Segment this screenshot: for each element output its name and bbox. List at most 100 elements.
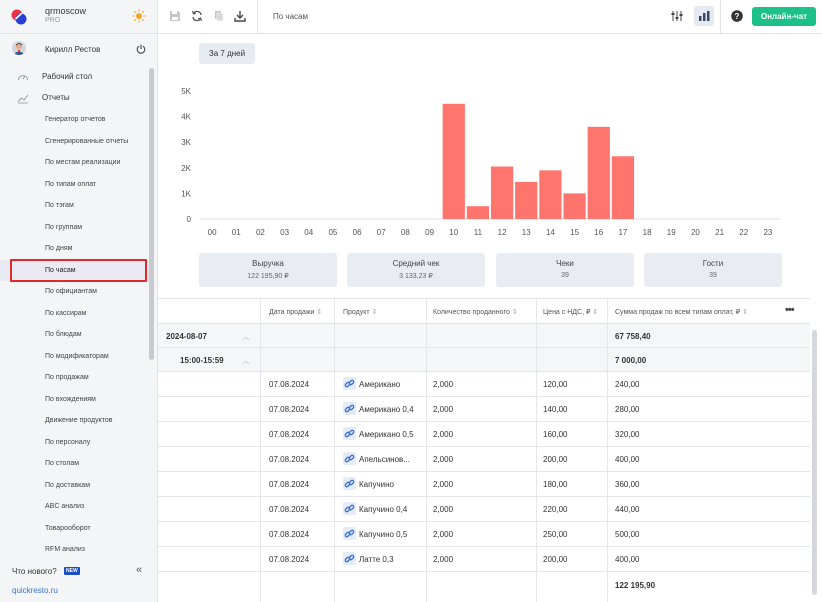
cell-product[interactable]: Американо 0,4	[359, 405, 414, 414]
table-row[interactable]: 07.08.2024 Капучино 0,5 2,000 250,00 500,00	[158, 522, 810, 547]
link-icon[interactable]	[343, 377, 356, 390]
subnav-item[interactable]: По продажам	[0, 367, 150, 389]
nav-desktop[interactable]: Рабочий стол	[0, 68, 150, 86]
bar-hour-10[interactable]	[442, 103, 465, 219]
chevron-up-icon[interactable]: ︿	[242, 356, 250, 365]
link-icon[interactable]	[343, 502, 356, 515]
cell-product[interactable]: Американо	[359, 380, 401, 389]
trend-chart-icon	[17, 94, 29, 104]
table-row[interactable]: 07.08.2024 Американо 2,000 120,00 240,00	[158, 372, 810, 397]
cell-product[interactable]: Капучино	[359, 480, 394, 489]
org-header[interactable]: qrmoscow PRO	[0, 0, 158, 34]
save-icon[interactable]	[169, 10, 181, 22]
stat-checks: Чеки 39	[496, 253, 634, 287]
bar-hour-15[interactable]	[563, 193, 586, 219]
subnav-item-label: RFM анализ	[45, 546, 85, 553]
cell-quantity: 2,000	[433, 530, 454, 539]
chevron-up-icon[interactable]: ︿	[242, 332, 250, 341]
table-row[interactable]: 07.08.2024 Апельсинов... 2,000 200,00 400,00	[158, 447, 810, 472]
theme-sun-icon[interactable]	[132, 9, 146, 23]
column-divider	[536, 298, 537, 602]
table-row[interactable]: 07.08.2024 Американо 0,5 2,000 160,00 320,00	[158, 422, 810, 447]
filter-sliders-icon[interactable]	[671, 10, 683, 22]
bar-hour-11[interactable]	[466, 206, 490, 219]
column-header-date[interactable]: Дата продажи ⇕	[269, 308, 322, 316]
subnav-item[interactable]: По группам	[0, 217, 150, 239]
period-selector-button[interactable]: За 7 дней	[199, 43, 255, 64]
subnav-item[interactable]: По блюдам	[0, 324, 150, 346]
link-icon[interactable]	[343, 427, 356, 440]
link-icon[interactable]	[343, 452, 356, 465]
collapse-sidebar-icon[interactable]: «	[136, 564, 143, 576]
cell-product[interactable]: Капучино 0,5	[359, 530, 408, 539]
subnav-item[interactable]: По кассирам	[0, 303, 150, 325]
download-icon[interactable]	[234, 10, 246, 22]
subnav-item[interactable]: По столам	[0, 453, 150, 475]
subnav-item[interactable]: Движение продуктов	[0, 410, 150, 432]
subnav-item[interactable]: ABC анализ	[0, 496, 150, 518]
bar-hour-13[interactable]	[515, 181, 538, 219]
site-link[interactable]: quickresto.ru	[12, 586, 58, 595]
subnav-item[interactable]: По модификаторам	[0, 346, 150, 368]
org-logo-icon	[11, 9, 27, 25]
table-scrollbar[interactable]	[812, 330, 817, 595]
column-header-quantity[interactable]: Количество проданного ⇕	[433, 308, 518, 316]
cell-product[interactable]: Апельсинов...	[359, 455, 410, 464]
stat-value: 3 133,23 ₽	[399, 273, 433, 280]
subnav-item[interactable]: Товарооборот	[0, 518, 150, 540]
subnav-item[interactable]: По доставкам	[0, 475, 150, 497]
subnav-item-label: По часам	[45, 266, 76, 274]
subnav-item[interactable]: По официантам	[0, 281, 150, 303]
nav-desktop-label: Рабочий стол	[42, 72, 93, 81]
table-row[interactable]: 07.08.2024 Капучино 2,000 180,00 360,00	[158, 472, 810, 497]
subnav-item[interactable]: По персоналу	[0, 432, 150, 454]
table-row[interactable]: 07.08.2024 Капучино 0,4 2,000 220,00 440,00	[158, 497, 810, 522]
chart-view-toggle[interactable]	[694, 6, 714, 26]
copy-icon[interactable]	[213, 10, 225, 22]
org-plan: PRO	[45, 17, 61, 24]
subnav-item-label: Сгенерированные отчеты	[45, 137, 129, 145]
x-tick-label: 12	[498, 228, 507, 237]
refresh-icon[interactable]	[191, 10, 203, 22]
bar-hour-16[interactable]	[587, 126, 610, 219]
subnav-item[interactable]: По местам реализации	[0, 152, 150, 174]
bar-hour-12[interactable]	[490, 166, 514, 219]
bar-hour-14[interactable]	[539, 170, 562, 219]
subnav-item[interactable]: RFM анализ	[0, 539, 150, 561]
link-icon[interactable]	[343, 477, 356, 490]
subnav-item[interactable]: По вхождениям	[0, 389, 150, 411]
cell-price: 120,00	[543, 380, 568, 389]
user-profile[interactable]: Кирилл Рестов	[0, 34, 158, 62]
group-row-hour[interactable]: 15:00-15:59 ︿ 7 000,00	[158, 348, 810, 372]
subnav-item[interactable]: Сгенерированные отчеты	[0, 131, 150, 153]
link-icon[interactable]	[343, 527, 356, 540]
sidebar-scrollbar[interactable]	[149, 68, 154, 360]
cell-product[interactable]: Капучино 0,4	[359, 505, 408, 514]
column-header-product[interactable]: Продукт ⇕	[343, 308, 377, 316]
subnav-item[interactable]: По дням	[0, 238, 150, 260]
cell-price: 220,00	[543, 505, 568, 514]
subnav-item-active[interactable]: По часам	[0, 259, 150, 281]
group-row-date[interactable]: 2024-08-07 ︿ 67 758,40	[158, 324, 810, 348]
subnav-item[interactable]: По тэгам	[0, 195, 150, 217]
whats-new[interactable]: Что нового? NEW «	[0, 562, 158, 580]
nav-reports[interactable]: Отчеты	[0, 89, 150, 107]
subnav-item[interactable]: Генератор отчетов	[0, 109, 150, 131]
cell-product[interactable]: Латте 0,3	[359, 555, 394, 564]
subnav-item[interactable]: По типам оплат	[0, 174, 150, 196]
column-header-sum[interactable]: Сумма продаж по всем типам оплат, ₽ ⇕	[615, 308, 748, 316]
online-chat-button[interactable]: Онлайн-чат	[752, 7, 816, 26]
table-row[interactable]: 07.08.2024 Латте 0,3 2,000 200,00 400,00	[158, 547, 810, 572]
table-row[interactable]: 07.08.2024 Американо 0,4 2,000 140,00 280,00	[158, 397, 810, 422]
cell-date: 07.08.2024	[269, 430, 310, 439]
link-icon[interactable]	[343, 402, 356, 415]
x-tick-label: 21	[715, 228, 724, 237]
link-icon[interactable]	[343, 552, 356, 565]
power-icon[interactable]	[136, 44, 146, 54]
bar-hour-17[interactable]	[611, 156, 635, 219]
cell-product[interactable]: Американо 0,5	[359, 430, 414, 439]
column-header-price[interactable]: Цена с НДС, ₽ ⇕	[543, 308, 598, 316]
help-icon[interactable]: ?	[731, 10, 743, 22]
x-tick-label: 19	[667, 228, 676, 237]
more-options-icon[interactable]: •••	[785, 304, 795, 316]
